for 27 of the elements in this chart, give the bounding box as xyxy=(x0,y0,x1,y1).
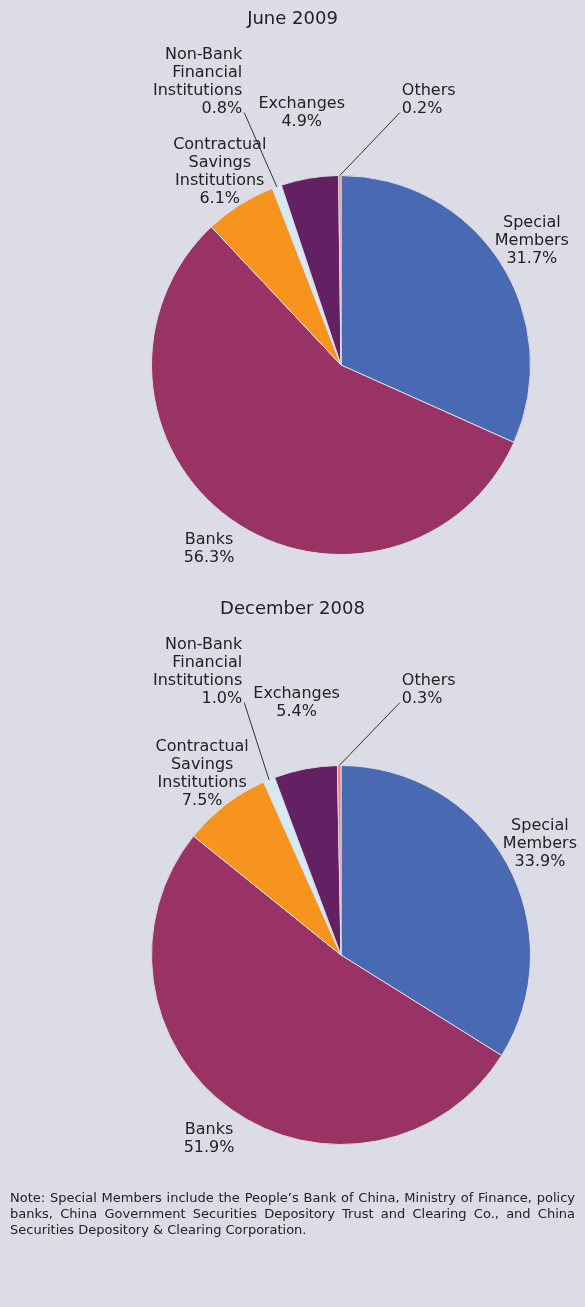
slice-label: Contractual Savings Institutions xyxy=(155,736,249,792)
slice-label: Exchanges xyxy=(258,92,345,112)
data-label: 5.4% xyxy=(276,701,317,721)
data-label: 4.9% xyxy=(281,110,323,130)
data-label: 0.3% xyxy=(401,687,443,707)
slice-label: Special Members xyxy=(502,814,578,852)
slice-label: Banks xyxy=(184,1119,234,1139)
text: Note: Special Members include the People’s Bank of China, Ministry of Finance, policy banks, China Government Securities Depository Trust and Clearing Co., and China Securities Depository & Clearing Corporation. xyxy=(10,1190,575,1238)
chart-title: June 2009 xyxy=(246,6,338,28)
slice-label: Contractual Savings Institutions xyxy=(173,133,267,189)
data-label: 33.9% xyxy=(514,850,566,870)
data-label: 1.0% xyxy=(201,687,243,707)
data-label: 51.9% xyxy=(183,1137,235,1157)
data-label: 31.7% xyxy=(506,247,558,267)
data-label: 56.3% xyxy=(183,547,235,567)
slice-label: Banks xyxy=(184,529,234,549)
chart-title: December 2008 xyxy=(220,596,365,618)
slice-label: Special Members xyxy=(494,211,569,249)
slice-label: Non-Bank Financial Institutions xyxy=(152,43,243,99)
data-label: 6.1% xyxy=(199,187,241,207)
slice-label: Others xyxy=(401,669,456,689)
slice-label: Non-Bank Financial Institutions xyxy=(152,633,243,689)
data-label: 7.5% xyxy=(181,790,223,810)
slice-label: Exchanges xyxy=(253,683,340,703)
data-label: 0.8% xyxy=(201,97,243,117)
data-label: 0.2% xyxy=(401,97,443,117)
slice-label: Others xyxy=(401,79,456,99)
